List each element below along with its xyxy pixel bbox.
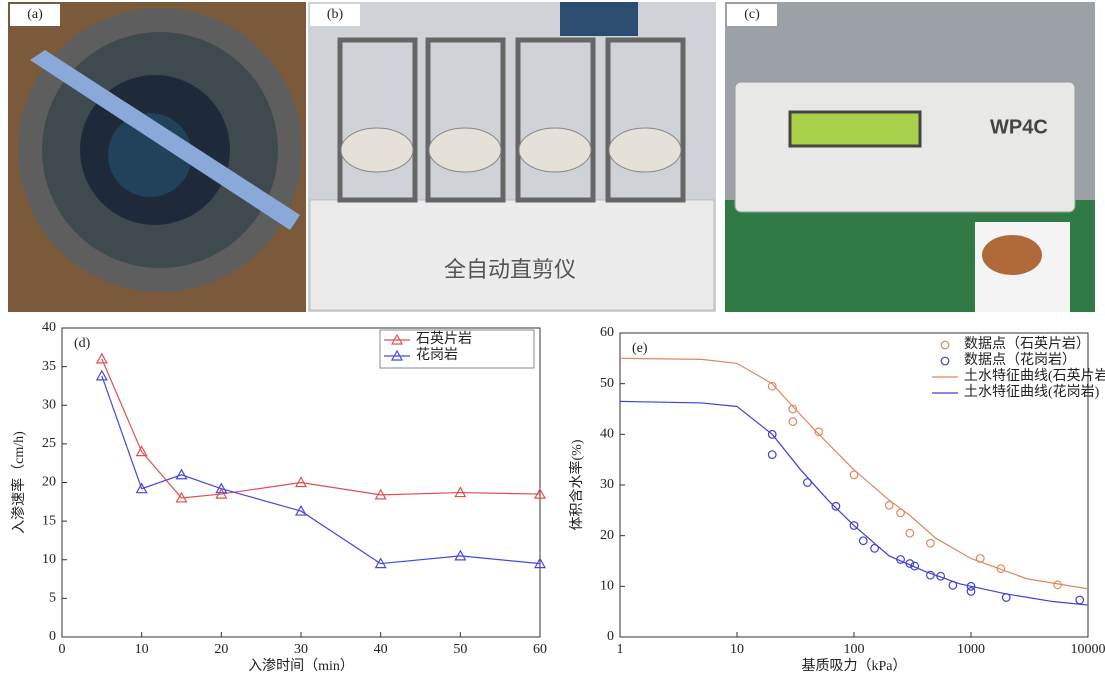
y-tick-label: 35 <box>42 359 56 374</box>
y-tick-label: 30 <box>42 397 56 412</box>
x-tick-label: 1 <box>617 642 624 657</box>
x-tick-label: 100 <box>844 642 865 657</box>
marker <box>927 539 935 547</box>
marker <box>97 371 107 380</box>
photo-b: 全自动直剪仪 (b) <box>308 2 716 312</box>
legend-marker <box>941 357 949 365</box>
x-tick-label: 30 <box>294 642 308 657</box>
legend-label: 土水特征曲线(石英片岩) <box>964 367 1105 384</box>
y-tick-label: 20 <box>600 528 614 543</box>
x-tick-label: 1000 <box>957 642 985 657</box>
series-line <box>102 359 540 498</box>
legend-label: 数据点（石英片岩） <box>964 335 1090 352</box>
x-tick-label: 10 <box>135 642 149 657</box>
series-line <box>102 376 540 564</box>
panel-label: (a) <box>27 7 43 22</box>
legend-marker <box>941 341 949 349</box>
panel-label: (e) <box>632 341 648 356</box>
y-tick-label: 15 <box>42 513 56 528</box>
y-tick-label: 30 <box>600 477 614 492</box>
y-axis-label: 入渗速率（cm/h) <box>10 431 27 534</box>
legend-label: 石英片岩 <box>416 330 472 347</box>
marker <box>832 502 840 510</box>
x-tick-label: 60 <box>533 642 547 657</box>
panel-label: (b) <box>327 7 344 22</box>
y-tick-label: 40 <box>42 320 56 335</box>
legend-label: 花岗岩 <box>416 347 458 363</box>
y-tick-label: 20 <box>42 475 56 490</box>
marker <box>97 354 107 363</box>
y-tick-label: 5 <box>49 591 56 606</box>
y-tick-label: 50 <box>600 376 614 391</box>
marker <box>859 537 867 545</box>
marker <box>967 588 975 596</box>
x-tick-label: 40 <box>374 642 388 657</box>
marker <box>768 451 776 459</box>
y-axis-label: 体积含水率(%) <box>568 439 585 530</box>
x-tick-label: 50 <box>453 642 467 657</box>
marker <box>789 418 797 426</box>
panel-label: (d) <box>74 336 91 351</box>
device-label: WP4C <box>990 116 1048 138</box>
photo-a: (a) <box>8 2 306 312</box>
series-line <box>620 401 1088 605</box>
x-tick-label: 20 <box>214 642 228 657</box>
x-tick-label: 10000 <box>1071 642 1105 657</box>
y-tick-label: 60 <box>600 325 614 340</box>
legend-label: 数据点（花岗岩） <box>964 352 1076 368</box>
legend-label: 土水特征曲线(花岗岩) <box>964 384 1100 400</box>
x-axis-label: 基质吸力（kPa） <box>802 657 907 674</box>
y-tick-label: 25 <box>42 436 56 451</box>
y-tick-label: 10 <box>600 579 614 594</box>
x-tick-label: 10 <box>730 642 744 657</box>
device-label: 全自动直剪仪 <box>444 257 576 282</box>
y-tick-label: 0 <box>607 629 614 644</box>
y-tick-label: 0 <box>49 629 56 644</box>
marker <box>1076 596 1084 604</box>
panel-label: (c) <box>744 7 760 22</box>
marker <box>906 529 914 537</box>
x-tick-label: 0 <box>59 642 66 657</box>
photo-c: WP4C (c) <box>725 2 1095 312</box>
x-axis-label: 入渗时间（min） <box>248 658 354 674</box>
y-tick-label: 10 <box>42 552 56 567</box>
y-tick-label: 40 <box>600 427 614 442</box>
